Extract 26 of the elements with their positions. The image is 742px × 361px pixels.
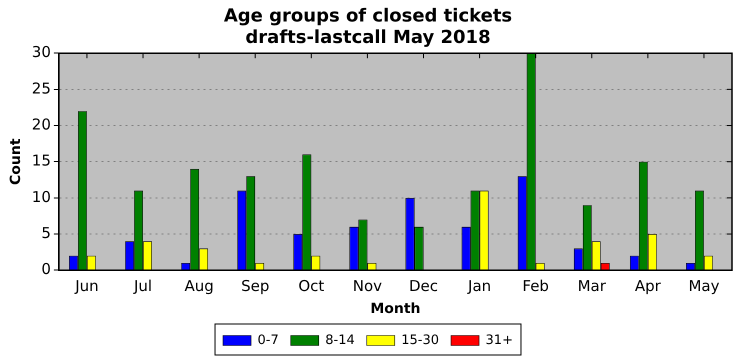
y-tick-label: 15	[32, 152, 51, 170]
x-tick-label: Oct	[298, 277, 324, 296]
x-tick-label: Sep	[241, 277, 270, 296]
x-tick-label: Nov	[352, 277, 382, 296]
y-tick-label: 20	[32, 115, 51, 134]
y-tick-label: 5	[41, 224, 51, 242]
x-tick-label: May	[688, 277, 720, 296]
x-tick-label: Mar	[578, 277, 607, 296]
legend-label: 0-7	[258, 332, 279, 348]
y-tick-label: 25	[32, 79, 51, 98]
x-tick-label: Jun	[74, 277, 99, 296]
y-tick-label: 0	[41, 260, 51, 278]
x-tick-label: Apr	[634, 277, 662, 296]
legend-label: 8-14	[325, 332, 355, 348]
x-tick-label: Dec	[408, 277, 438, 296]
x-tick-label: Jan	[467, 277, 492, 296]
legend-label: 15-30	[401, 332, 440, 348]
x-tick-label: Aug	[184, 277, 214, 296]
y-tick-label: 30	[32, 43, 51, 62]
y-axis-title: Count	[8, 138, 24, 185]
chart-title: Age groups of closed tickets drafts-lastcall May 2018	[224, 5, 512, 48]
x-axis-title: Month	[370, 301, 421, 318]
x-tick-label: Feb	[522, 277, 549, 296]
legend-label: 31+	[486, 332, 513, 348]
x-tick-label: Jul	[132, 277, 152, 296]
y-tick-label: 10	[32, 188, 51, 206]
